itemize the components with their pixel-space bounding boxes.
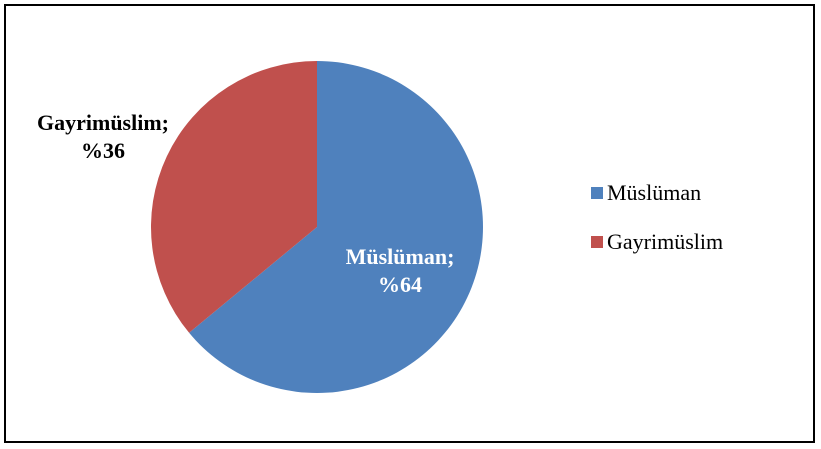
- legend-item-nonmuslim: Gayrimüslim: [591, 229, 723, 254]
- legend-label-nonmuslim: Gayrimüslim: [607, 229, 723, 254]
- legend-label-muslim: Müslüman: [607, 180, 701, 205]
- legend-swatch-nonmuslim: [591, 236, 603, 248]
- data-labels: Müslüman; %64 Gayrimüslim; %36: [37, 110, 454, 297]
- legend-swatch-muslim: [591, 187, 603, 199]
- data-label-muslim-name: Müslüman;: [346, 244, 455, 269]
- legend: Müslüman Gayrimüslim: [591, 180, 723, 254]
- data-label-nonmuslim-name: Gayrimüslim;: [37, 110, 169, 135]
- data-label-nonmuslim-value: %36: [81, 138, 125, 163]
- pie-slice-muslim: [189, 61, 484, 393]
- pie-slice-nonmuslim: [151, 61, 317, 333]
- pie-slices: [151, 61, 484, 393]
- legend-item-muslim: Müslüman: [591, 180, 701, 205]
- data-label-muslim-value: %64: [378, 272, 422, 297]
